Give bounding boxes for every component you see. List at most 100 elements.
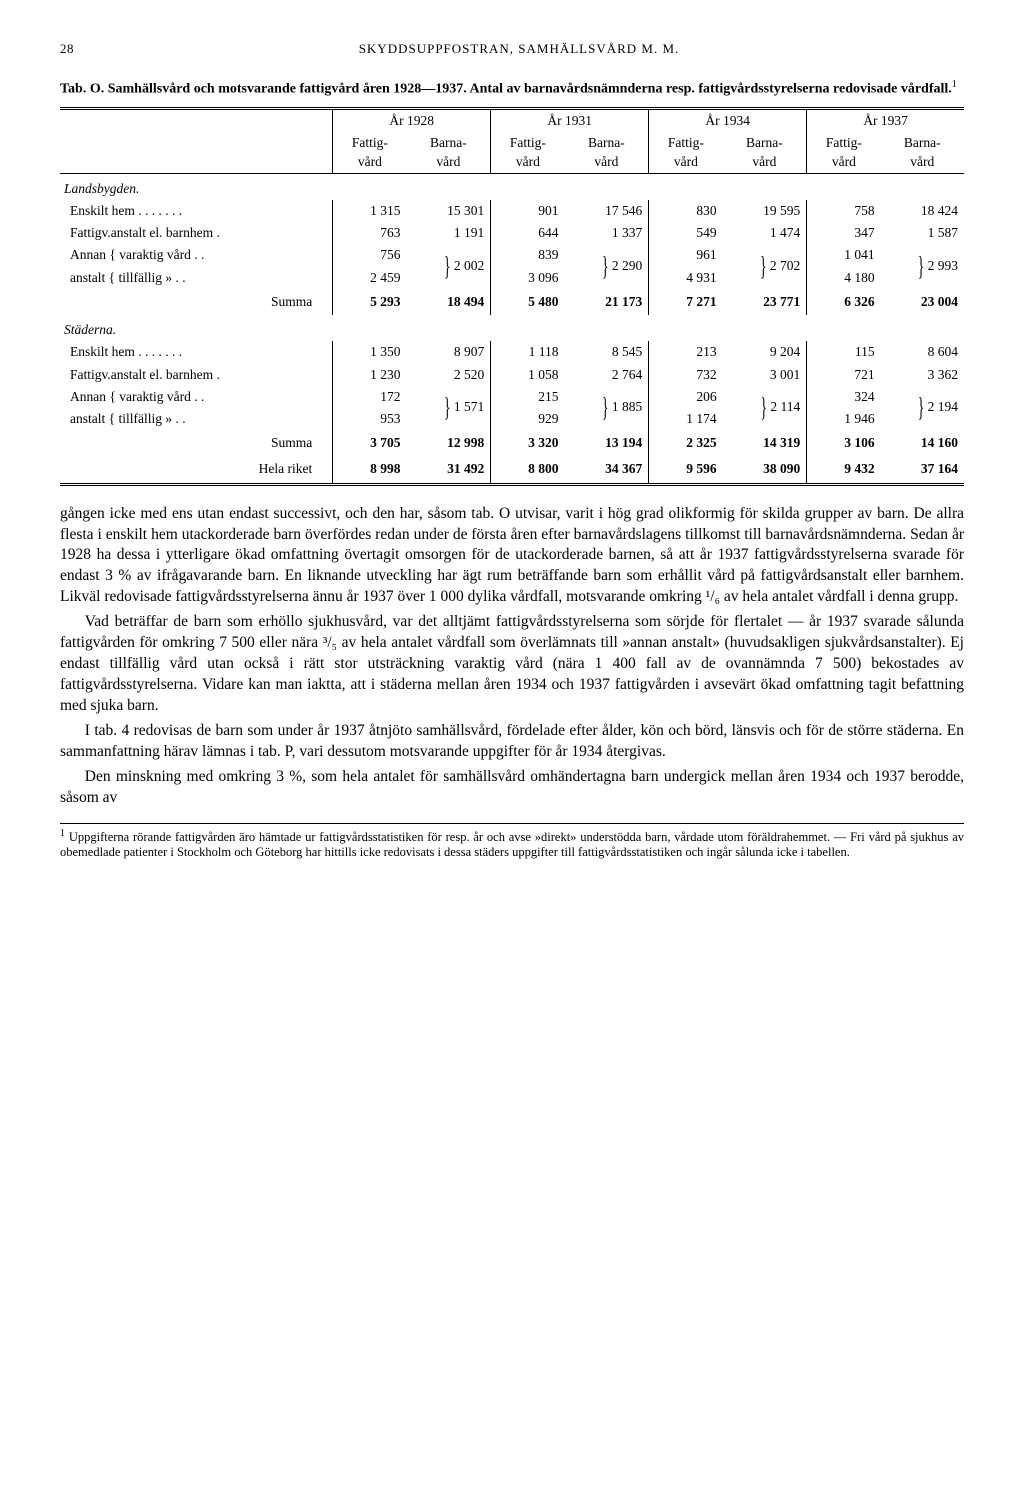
section-label: Landsbygden.	[60, 173, 964, 200]
col-sub: Barna-vård	[565, 132, 649, 173]
cell: 1 230	[333, 364, 407, 386]
cell: 8 545	[565, 341, 649, 363]
cell: } 2 114	[723, 386, 807, 430]
cell: } 2 002	[407, 244, 491, 288]
footnote-sup: 1	[60, 828, 65, 839]
col-year: År 1931	[491, 109, 649, 133]
cell: 839	[491, 244, 565, 266]
cell: 1 946	[807, 408, 881, 430]
cell: 1 337	[565, 222, 649, 244]
cell: } 2 702	[723, 244, 807, 288]
cell: 324	[807, 386, 881, 408]
cell: 347	[807, 222, 881, 244]
cell: 2 764	[565, 364, 649, 386]
cell: 206	[649, 386, 723, 408]
cell: 961	[649, 244, 723, 266]
cell: 9 432	[807, 456, 881, 484]
cell: 19 595	[723, 200, 807, 222]
cell: 763	[333, 222, 407, 244]
cell: 549	[649, 222, 723, 244]
cell: 23 004	[881, 289, 964, 315]
summa-label: Summa	[60, 289, 333, 315]
col-sub: Fattig-vård	[491, 132, 565, 173]
cell: 17 546	[565, 200, 649, 222]
cell: } 1 571	[407, 386, 491, 430]
page-header: 28 SKYDDSUPPFOSTRAN, SAMHÄLLSVÅRD M. M.	[60, 40, 964, 58]
summa-label: Summa	[60, 430, 333, 456]
cell: } 1 885	[565, 386, 649, 430]
tab-sup: 1	[952, 79, 957, 90]
cell: 8 907	[407, 341, 491, 363]
cell: 1 118	[491, 341, 565, 363]
cell: 213	[649, 341, 723, 363]
cell: 929	[491, 408, 565, 430]
body-paragraph: I tab. 4 redovisas de barn som under år …	[60, 721, 964, 763]
cell: 3 106	[807, 430, 881, 456]
cell: 8 998	[333, 456, 407, 484]
col-sub: Barna-vård	[881, 132, 964, 173]
table-row: Fattigv.anstalt el. barnhem .7631 191644…	[60, 222, 964, 244]
cell: 2 520	[407, 364, 491, 386]
cell: 23 771	[723, 289, 807, 315]
cell: 901	[491, 200, 565, 222]
col-year: År 1928	[333, 109, 491, 133]
cell: 13 194	[565, 430, 649, 456]
cell: 830	[649, 200, 723, 222]
data-table: År 1928 År 1931 År 1934 År 1937 Fattig-v…	[60, 107, 964, 486]
tab-prefix: Tab. O.	[60, 81, 104, 96]
cell: 3 705	[333, 430, 407, 456]
cell: 1 058	[491, 364, 565, 386]
cell: 37 164	[881, 456, 964, 484]
body-paragraph: Vad beträffar de barn som erhöllo sjukhu…	[60, 612, 964, 717]
cell: 953	[333, 408, 407, 430]
cell: 8 604	[881, 341, 964, 363]
col-year: År 1937	[807, 109, 964, 133]
row-label: Enskilt hem . . . . . . .	[60, 341, 333, 363]
total-row: Hela riket8 99831 4928 80034 3679 59638 …	[60, 456, 964, 484]
cell: 721	[807, 364, 881, 386]
table-row: anstalt { tillfällig » . .2 4593 0964 93…	[60, 267, 964, 289]
table-row: Enskilt hem . . . . . . .1 31515 3019011…	[60, 200, 964, 222]
cell: 38 090	[723, 456, 807, 484]
cell: 9 596	[649, 456, 723, 484]
page-number: 28	[60, 40, 74, 58]
cell: 14 160	[881, 430, 964, 456]
cell: 14 319	[723, 430, 807, 456]
cell: 31 492	[407, 456, 491, 484]
footnote-rule	[60, 823, 964, 824]
cell: 2 459	[333, 267, 407, 289]
table-caption: Tab. O. Samhällsvård och motsvarande fat…	[60, 78, 964, 100]
table-row: Annan { varaktig vård . .756} 2 002839} …	[60, 244, 964, 266]
table-row: Fattigv.anstalt el. barnhem .1 2302 5201…	[60, 364, 964, 386]
cell: 4 180	[807, 267, 881, 289]
cell: 2 325	[649, 430, 723, 456]
cell: 4 931	[649, 267, 723, 289]
table-row: anstalt { tillfällig » . .9539291 1741 9…	[60, 408, 964, 430]
row-label: anstalt { tillfällig » . .	[60, 267, 333, 289]
cell: 3 362	[881, 364, 964, 386]
cell: 7 271	[649, 289, 723, 315]
cell: 758	[807, 200, 881, 222]
row-label: Fattigv.anstalt el. barnhem .	[60, 364, 333, 386]
cell: 3 001	[723, 364, 807, 386]
cell: 644	[491, 222, 565, 244]
table-row: Enskilt hem . . . . . . .1 3508 9071 118…	[60, 341, 964, 363]
total-label: Hela riket	[60, 456, 333, 484]
cell: 5 293	[333, 289, 407, 315]
cell: 1 041	[807, 244, 881, 266]
cell: 34 367	[565, 456, 649, 484]
footnote: 1 Uppgifterna rörande fattigvården äro h…	[60, 828, 964, 861]
cell: 215	[491, 386, 565, 408]
cell: 15 301	[407, 200, 491, 222]
col-sub: Barna-vård	[407, 132, 491, 173]
cell: 8 800	[491, 456, 565, 484]
cell: 172	[333, 386, 407, 408]
summa-row: Summa5 29318 4945 48021 1737 27123 7716 …	[60, 289, 964, 315]
cell: 1 350	[333, 341, 407, 363]
row-label: Fattigv.anstalt el. barnhem .	[60, 222, 333, 244]
cell: 1 174	[649, 408, 723, 430]
body-paragraph: Den minskning med omkring 3 %, som hela …	[60, 767, 964, 809]
col-sub: Fattig-vård	[649, 132, 723, 173]
tab-title-text: Samhällsvård och motsvarande fattigvård …	[108, 81, 952, 96]
footnote-text: Uppgifterna rörande fattigvården äro häm…	[60, 830, 964, 860]
